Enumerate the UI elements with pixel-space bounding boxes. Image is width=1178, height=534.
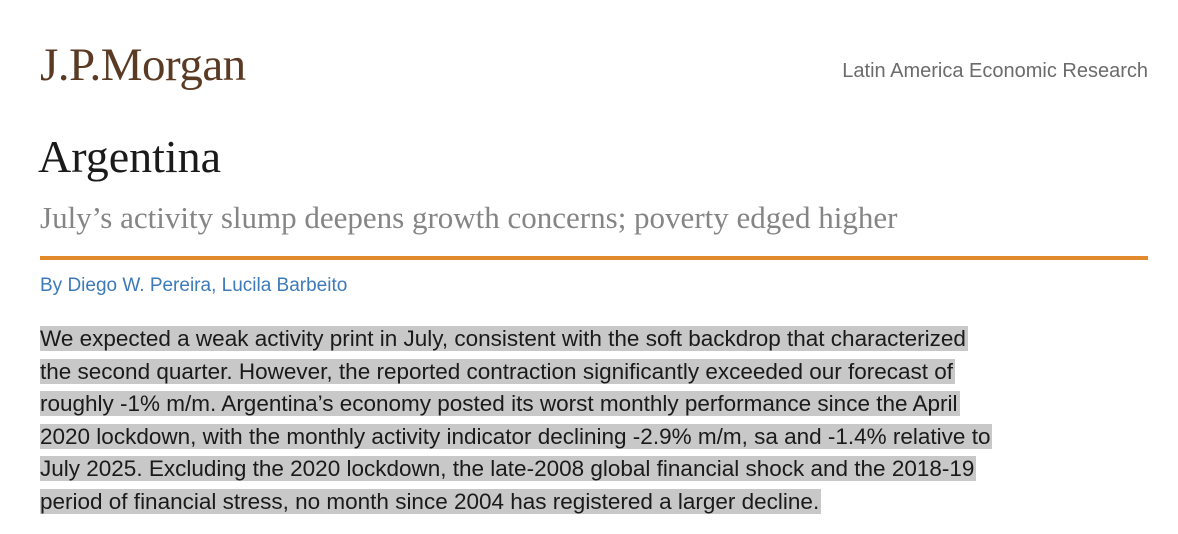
selected-text: We expected a weak activity print in Jul… (40, 326, 968, 351)
title: Argentina (38, 131, 222, 182)
text-line: July 2025. Excluding the 2020 lockdown, … (40, 453, 992, 486)
selected-text: the second quarter. However, the reporte… (40, 358, 956, 384)
text-line: roughly -1% m/m. Argentina’s economy pos… (40, 388, 992, 421)
authors: By Diego W. Pereira, Lucila Barbeito (40, 275, 348, 296)
body-text: We expected a weak activity print in Jul… (40, 323, 993, 519)
selected-text: 2020 lockdown, with the monthly activity… (40, 423, 993, 449)
logo: J.P.Morgan (40, 39, 246, 91)
subtitle: July’s activity slump deepens growth con… (40, 200, 898, 235)
text-line: We expected a weak activity print in Jul… (40, 323, 992, 356)
text-line: 2020 lockdown, with the monthly activity… (40, 421, 993, 454)
text-line: period of financial stress, no month sin… (40, 486, 992, 519)
selected-text: roughly -1% m/m. Argentina’s economy pos… (40, 391, 960, 416)
divider (40, 256, 1148, 260)
series-name: Latin America Economic Research (842, 60, 1148, 82)
selected-text: July 2025. Excluding the 2020 lockdown, … (40, 456, 977, 481)
text-line: the second quarter. However, the reporte… (40, 356, 992, 389)
selected-text: period of financial stress, no month sin… (40, 488, 822, 514)
